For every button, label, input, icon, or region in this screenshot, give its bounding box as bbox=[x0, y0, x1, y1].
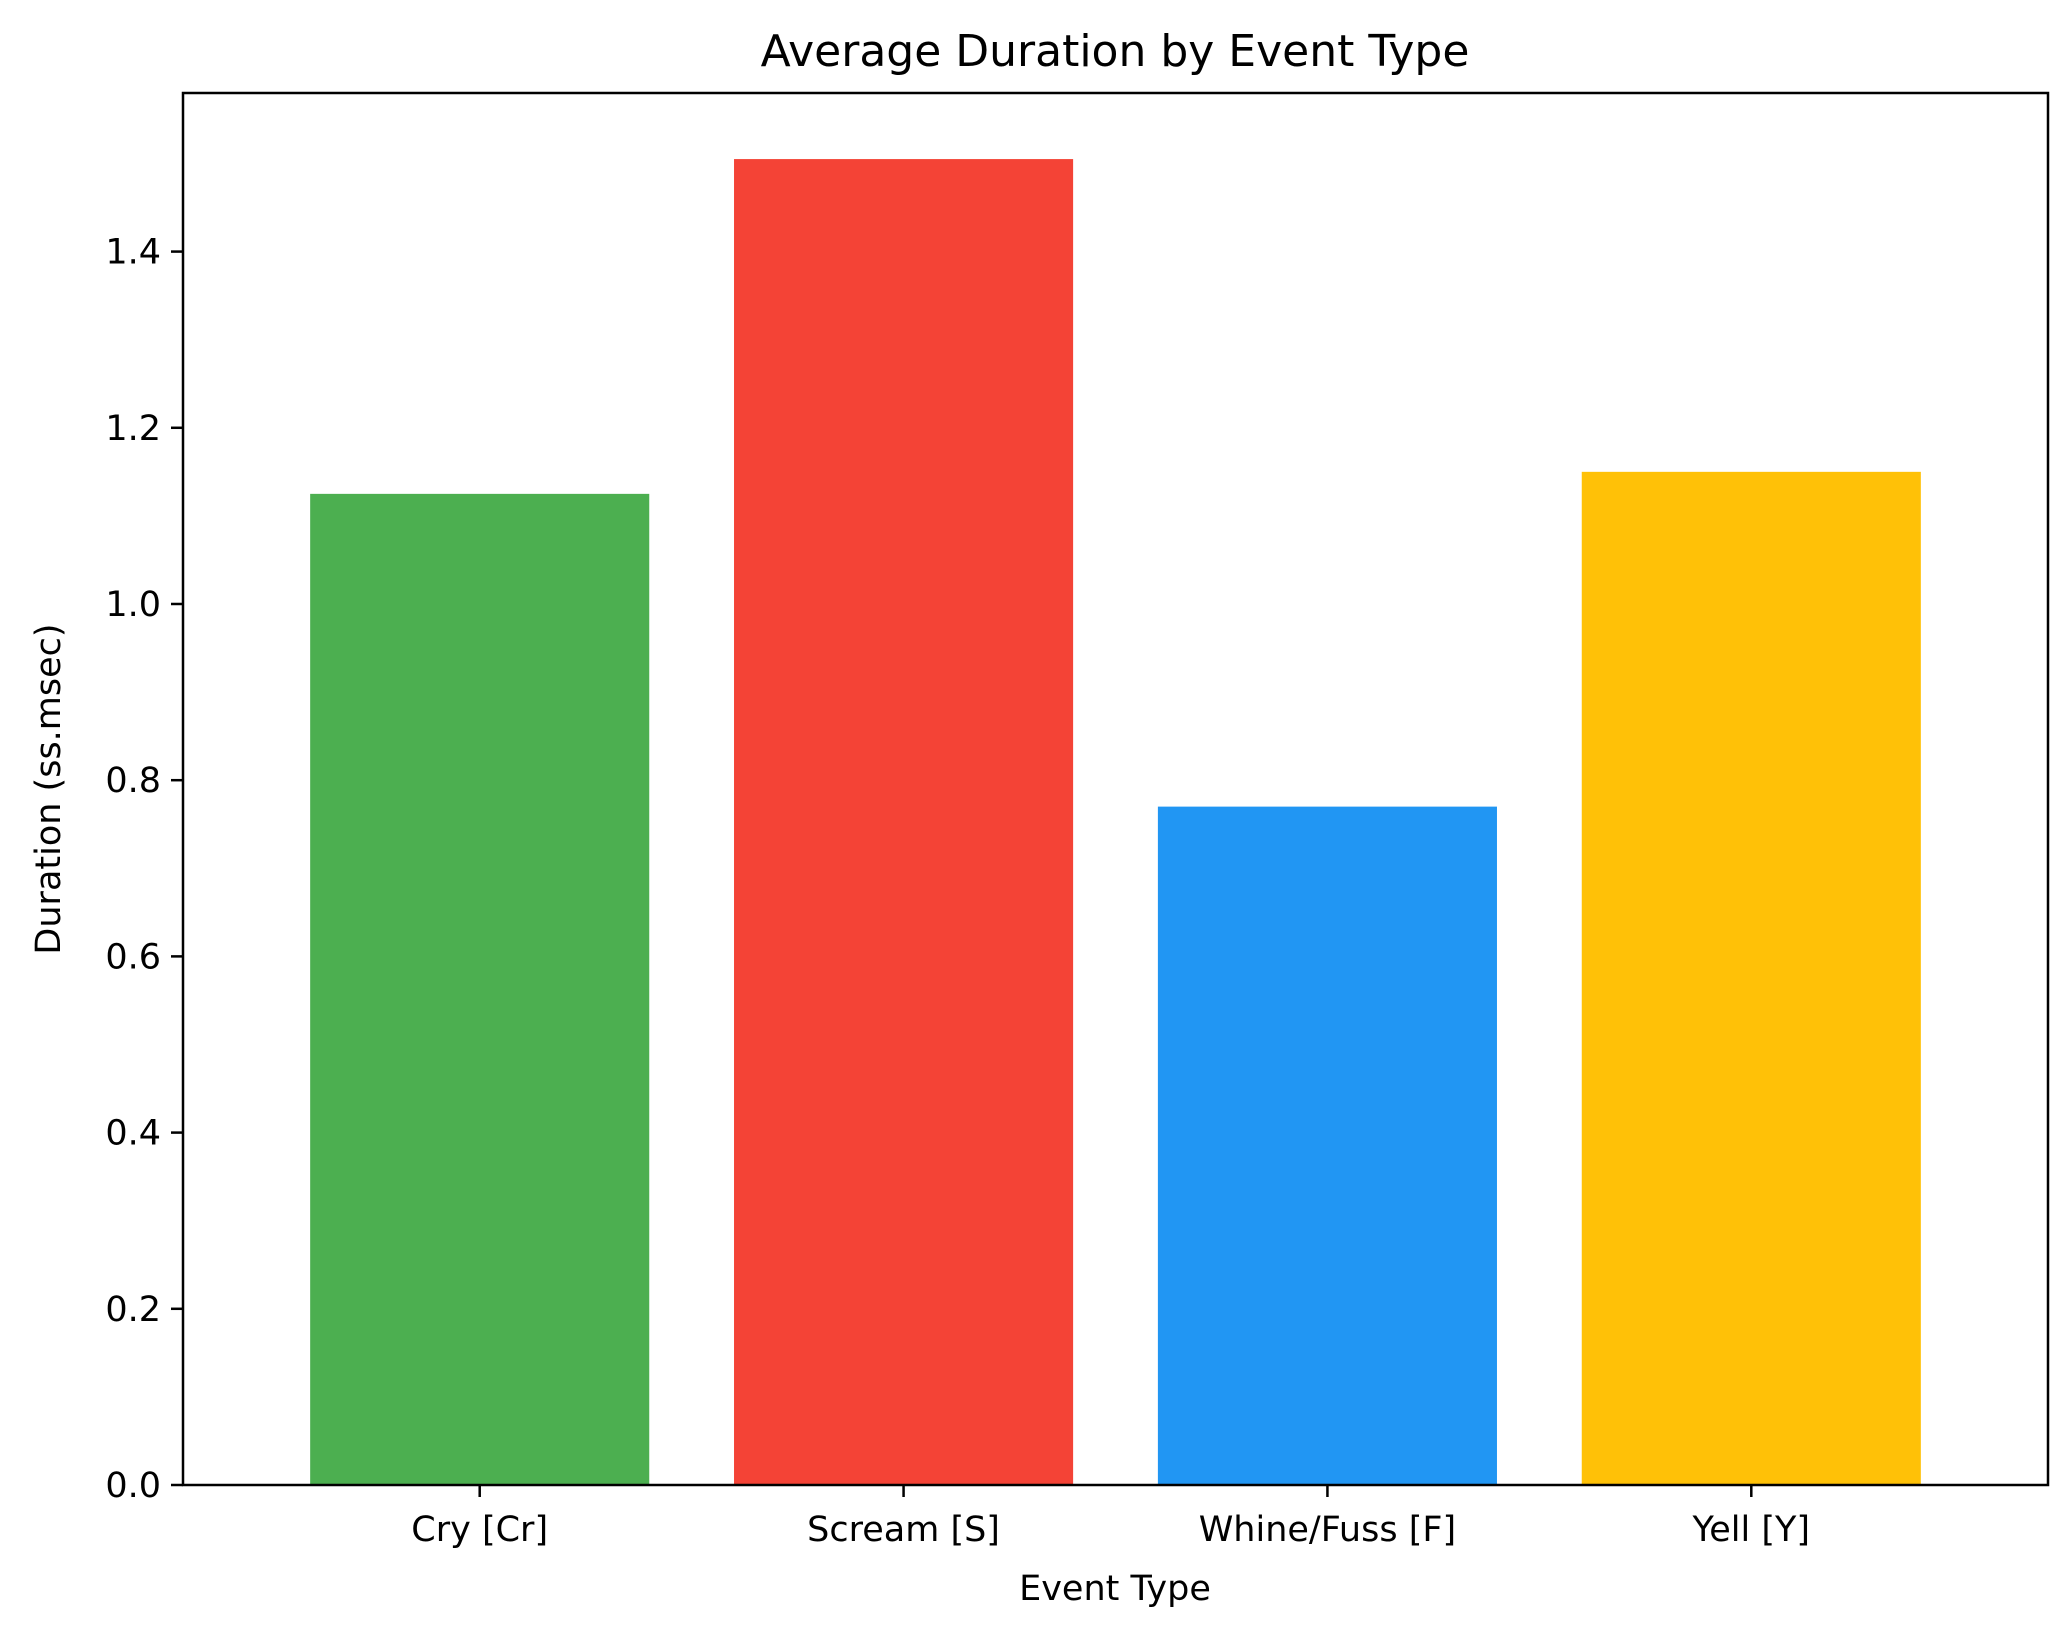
y-tick-label: 0.0 bbox=[105, 1466, 161, 1506]
y-tick-label: 0.4 bbox=[105, 1114, 161, 1154]
x-tick-label: Scream [S] bbox=[807, 1510, 1000, 1550]
x-tick-label: Cry [Cr] bbox=[411, 1510, 548, 1550]
x-tick-label: Yell [Y] bbox=[1692, 1510, 1811, 1550]
bar-1 bbox=[310, 493, 650, 1486]
y-tick-label: 1.2 bbox=[105, 409, 161, 449]
y-tick-label: 0.8 bbox=[105, 761, 161, 801]
x-axis-ticks: Cry [Cr] Scream [S] Whine/Fuss [F] Yell [Y] bbox=[411, 1485, 1810, 1550]
bar-2 bbox=[734, 159, 1074, 1486]
bar-4 bbox=[1581, 471, 1921, 1485]
y-tick-label: 1.0 bbox=[105, 585, 161, 625]
chart-title: Average Duration by Event Type bbox=[761, 26, 1470, 77]
y-tick-label: 1.4 bbox=[105, 233, 161, 273]
x-tick-label: Whine/Fuss [F] bbox=[1199, 1510, 1456, 1550]
y-tick-label: 0.2 bbox=[105, 1290, 161, 1330]
x-axis-label: Event Type bbox=[1019, 1569, 1211, 1609]
plot-frame bbox=[181, 91, 2050, 1487]
bar-3 bbox=[1157, 806, 1497, 1485]
y-tick-label: 0.6 bbox=[105, 937, 161, 977]
y-axis-label: Duration (ss.msec) bbox=[29, 623, 69, 954]
y-axis-ticks: 0.0 0.2 0.4 0.6 0.8 1.0 1.2 1.4 bbox=[105, 233, 183, 1506]
bars-group bbox=[310, 159, 1921, 1486]
